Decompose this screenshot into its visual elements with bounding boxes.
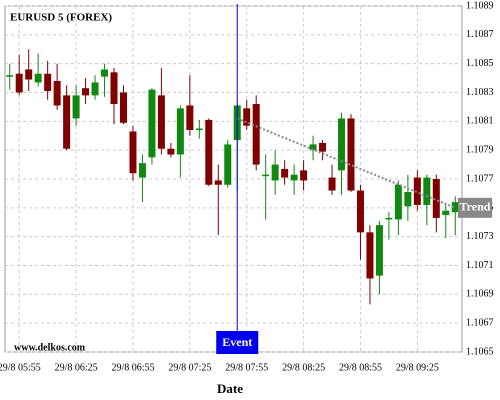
candle-body bbox=[423, 177, 431, 205]
candle-body bbox=[451, 202, 459, 213]
x-tick-label: 29/8 07:55 bbox=[225, 362, 268, 373]
candle-body bbox=[129, 131, 137, 174]
candle-body bbox=[205, 119, 213, 185]
candle-body bbox=[243, 108, 251, 126]
candle-body bbox=[328, 177, 336, 191]
event-label: Event bbox=[222, 335, 252, 349]
y-tick-label: 1.1085 bbox=[466, 58, 494, 69]
y-tick-label: 1.1081 bbox=[466, 116, 494, 127]
candle-body bbox=[72, 95, 80, 119]
candle-body bbox=[91, 82, 99, 96]
candle-body bbox=[186, 105, 194, 130]
candle-body bbox=[148, 89, 156, 158]
candle-body bbox=[224, 144, 232, 185]
candle-body bbox=[138, 163, 146, 178]
trend-label: Trend bbox=[460, 200, 491, 214]
candle-body bbox=[15, 73, 23, 93]
y-tick-label: 1.1079 bbox=[466, 144, 494, 155]
candle-body bbox=[195, 128, 203, 131]
y-tick-label: 1.1065 bbox=[466, 346, 494, 357]
candle-body bbox=[167, 148, 175, 155]
y-tick-label: 1.1071 bbox=[466, 260, 494, 271]
candle-body bbox=[442, 210, 450, 216]
y-tick-label: 1.1089 bbox=[466, 0, 494, 11]
candle-body bbox=[214, 180, 222, 185]
candle-body bbox=[157, 95, 165, 149]
candle-body bbox=[319, 142, 327, 152]
candle-body bbox=[34, 73, 42, 83]
candle-body bbox=[110, 72, 118, 105]
candle-body bbox=[347, 118, 355, 191]
candle-body bbox=[44, 73, 52, 92]
y-tick-label: 1.1073 bbox=[466, 231, 494, 242]
candle-body bbox=[101, 69, 109, 77]
candle-body bbox=[281, 168, 289, 178]
y-tick-label: 1.1077 bbox=[466, 173, 494, 184]
candle-body bbox=[63, 95, 71, 149]
candle-body bbox=[404, 191, 412, 207]
x-tick-label: 29/8 06:55 bbox=[111, 362, 154, 373]
chart-title: EURUSD 5 (FOREX) bbox=[10, 12, 112, 24]
watermark: www.delkos.com bbox=[14, 342, 86, 353]
candle-body bbox=[385, 217, 393, 220]
candle-body bbox=[375, 225, 383, 276]
y-tick-label: 1.1069 bbox=[466, 289, 494, 300]
candle-body bbox=[176, 108, 184, 155]
candle-body bbox=[290, 174, 298, 181]
y-tick-label: 1.1083 bbox=[466, 87, 494, 98]
x-tick-label: 29/8 07:25 bbox=[168, 362, 211, 373]
candle-body bbox=[6, 75, 14, 77]
x-tick-label: 29/8 06:25 bbox=[55, 362, 98, 373]
candle-body bbox=[252, 104, 260, 165]
candle-body bbox=[413, 177, 421, 205]
candle-body bbox=[300, 170, 308, 181]
x-tick-label: 29/8 09:25 bbox=[396, 362, 439, 373]
candle-body bbox=[53, 80, 61, 106]
y-tick-label: 1.1067 bbox=[466, 317, 494, 328]
x-tick-label: 29/8 05:55 bbox=[0, 362, 41, 373]
candle-body bbox=[356, 190, 364, 233]
candle-body bbox=[25, 69, 33, 80]
candle-body bbox=[432, 179, 440, 218]
y-tick-label: 1.1087 bbox=[466, 29, 494, 40]
candle-body bbox=[82, 88, 90, 96]
x-tick-label: 29/8 08:55 bbox=[339, 362, 382, 373]
x-tick-label: 29/8 08:25 bbox=[282, 362, 325, 373]
x-axis-title: Date bbox=[217, 381, 243, 396]
candle-body bbox=[262, 174, 270, 177]
trend-badge bbox=[458, 197, 492, 218]
candle-body bbox=[271, 164, 279, 181]
candle-body bbox=[309, 144, 317, 151]
candle-body bbox=[394, 184, 402, 220]
candle-body bbox=[338, 118, 346, 171]
trend-line bbox=[236, 117, 456, 209]
candle-body bbox=[119, 92, 127, 123]
event-badge bbox=[216, 331, 259, 354]
candle-body bbox=[366, 232, 374, 279]
